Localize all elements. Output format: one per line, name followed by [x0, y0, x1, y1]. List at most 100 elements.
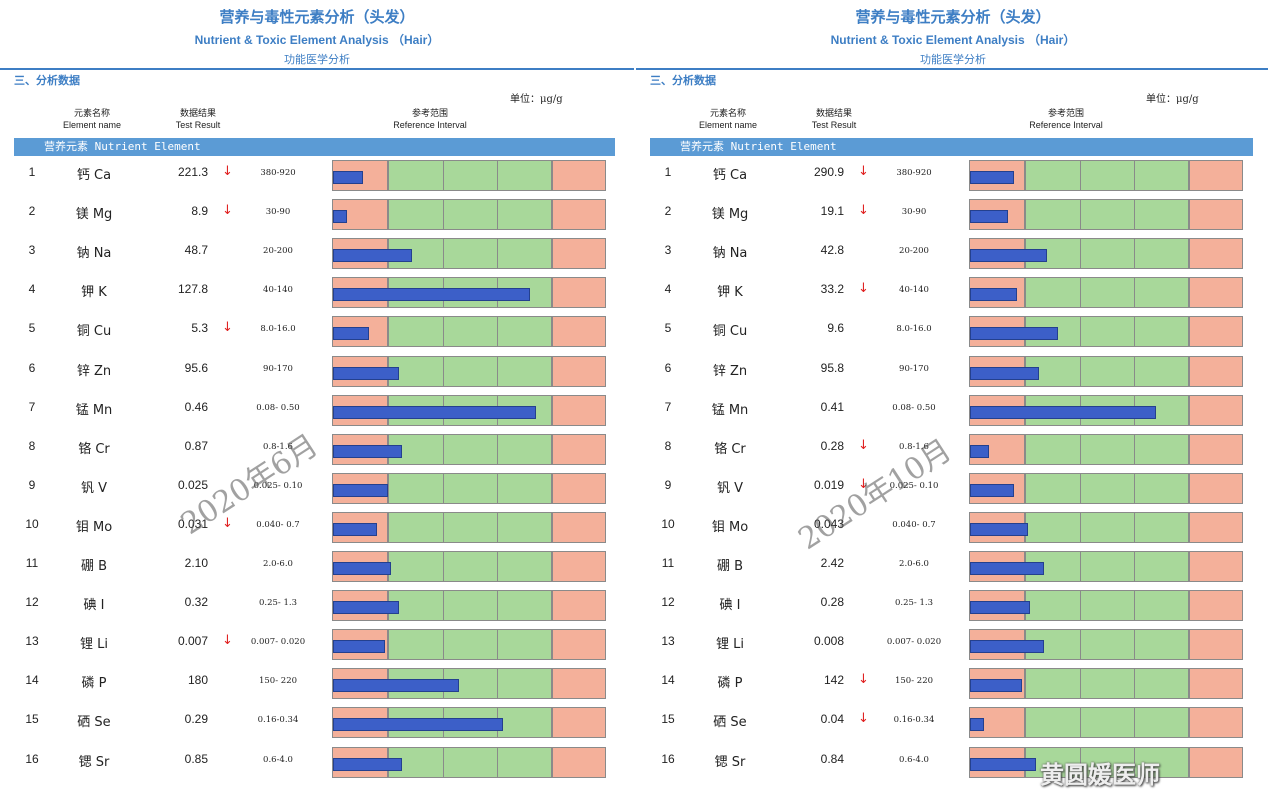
gauge-tick — [443, 316, 444, 348]
gauge-tick — [1080, 433, 1081, 465]
test-result: 48.7 — [184, 243, 208, 258]
report-title-en: Nutrient & Toxic Element Analysis （Hair） — [194, 33, 440, 47]
level-bar — [333, 210, 347, 224]
gauge-tick — [1134, 590, 1135, 622]
reference-interval: 20-200 — [263, 246, 293, 257]
element-name: 钾 K — [717, 285, 743, 301]
gauge-tick — [443, 160, 444, 191]
table-row: 15 硒 Se 0.29 0.16-0.34 — [0, 704, 634, 743]
col-header-element-en: Element name — [698, 120, 758, 130]
gauge-tick — [443, 472, 444, 504]
gauge-tick — [497, 355, 498, 387]
down-arrow-icon: ↓ — [222, 164, 233, 179]
gauge-high-zone — [552, 277, 606, 309]
table-row: 14 磷 P 142 ↓ 150- 220 — [636, 665, 1268, 704]
group-header-nutrient: 营养元素 Nutrient Element — [14, 138, 615, 156]
level-gauge — [969, 472, 1243, 504]
col-header-ref-cn: 参考范围 — [411, 108, 448, 118]
gauge-normal-zone — [1025, 629, 1189, 661]
reference-interval: 20-200 — [899, 246, 929, 257]
table-row: 12 碘 I 0.28 0.25- 1.3 — [636, 587, 1268, 626]
element-name: 锂 Li — [716, 637, 744, 653]
element-name: 钼 Mo — [75, 519, 113, 535]
element-name: 碘 I — [83, 598, 105, 614]
level-gauge — [332, 511, 606, 543]
row-number: 5 — [28, 321, 36, 336]
level-bar — [970, 483, 1014, 497]
row-number: 15 — [661, 712, 675, 727]
gauge-tick — [1080, 316, 1081, 348]
row-number: 2 — [28, 204, 36, 219]
table-row: 4 钾 K 127.8 40-140 — [0, 274, 634, 313]
row-number: 6 — [664, 360, 672, 375]
down-arrow-icon: ↓ — [222, 633, 233, 649]
test-result: 0.008 — [813, 634, 844, 649]
gauge-low-zone — [332, 199, 388, 231]
gauge-tick — [1080, 238, 1081, 270]
reference-interval: 2.0-6.0 — [263, 559, 293, 569]
col-header-ref: 参考范围 Reference Interval — [370, 107, 490, 131]
reference-interval: 0.8-1.6 — [263, 441, 293, 452]
gauge-tick — [1134, 472, 1135, 504]
gauge-tick — [1080, 511, 1081, 543]
reference-interval: 0.16-0.34 — [893, 715, 935, 726]
gauge-high-zone — [552, 433, 606, 465]
col-header-ref-en: Reference Interval — [393, 120, 467, 130]
element-name: 钒 V — [80, 480, 108, 496]
table-row: 16 锶 Sr 0.85 0.6-4.0 — [0, 744, 634, 783]
level-gauge — [332, 238, 606, 270]
level-bar — [970, 640, 1044, 654]
table-row: 13 锂 Li 0.007 ↓ 0.007- 0.020 — [0, 626, 634, 665]
gauge-normal-zone — [1025, 160, 1189, 191]
col-header-result-cn: 数据结果 — [815, 108, 852, 118]
level-bar — [333, 444, 402, 458]
gauge-tick — [497, 160, 498, 191]
col-header-element: 元素名称 Element name — [688, 107, 768, 131]
gauge-tick — [497, 551, 498, 582]
reference-interval: 0.007- 0.020 — [250, 637, 306, 648]
reference-interval: 90-170 — [263, 363, 293, 374]
gauge-tick — [443, 746, 444, 778]
gauge-high-zone — [552, 511, 606, 543]
reference-interval: 0.6-4.0 — [263, 754, 293, 765]
level-gauge — [969, 316, 1243, 348]
gauge-normal-zone — [388, 590, 552, 622]
element-name: 锌 Zn — [712, 363, 748, 379]
row-number: 1 — [664, 165, 672, 179]
level-gauge — [969, 355, 1243, 387]
down-arrow-icon: ↓ — [858, 203, 869, 219]
gauge-normal-zone — [1025, 355, 1189, 387]
report-title-cn: 营养与毒性元素分析（头发） — [219, 8, 415, 26]
row-number: 13 — [661, 634, 675, 649]
report-subtitle: 功能医学分析 — [284, 53, 350, 66]
gauge-normal-zone — [388, 629, 552, 661]
test-result: 127.8 — [177, 282, 208, 297]
gauge-high-zone — [1189, 590, 1243, 622]
gauge-high-zone — [1189, 394, 1243, 426]
gauge-normal-zone — [388, 238, 552, 270]
col-header-result-cn: 数据结果 — [179, 108, 216, 118]
group-header-label: 营养元素 Nutrient Element — [44, 140, 201, 153]
gauge-tick — [1134, 746, 1135, 778]
element-name: 锌 Zn — [76, 363, 112, 379]
element-name: 锂 Li — [80, 637, 108, 653]
level-gauge — [969, 238, 1243, 270]
row-number: 13 — [25, 634, 39, 649]
gauge-tick — [1080, 199, 1081, 231]
element-name: 铜 Cu — [712, 324, 748, 340]
table-row: 9 钒 V 0.019 ↓ 0.025- 0.10 — [636, 470, 1268, 509]
gauge-tick — [1134, 668, 1135, 700]
gauge-tick — [1080, 277, 1081, 309]
col-header-result-en: Test Result — [811, 120, 857, 130]
level-bar — [333, 327, 369, 341]
gauge-tick — [443, 355, 444, 387]
gauge-high-zone — [1189, 707, 1243, 739]
element-name: 磷 P — [81, 676, 107, 692]
reference-interval: 0.25- 1.3 — [258, 598, 298, 609]
level-gauge — [969, 199, 1243, 231]
gauge-normal-zone — [388, 511, 552, 543]
level-gauge — [332, 277, 606, 309]
gauge-normal-zone — [388, 316, 552, 348]
test-result: 0.28 — [820, 595, 844, 610]
reference-interval: 0.040- 0.7 — [892, 519, 936, 530]
